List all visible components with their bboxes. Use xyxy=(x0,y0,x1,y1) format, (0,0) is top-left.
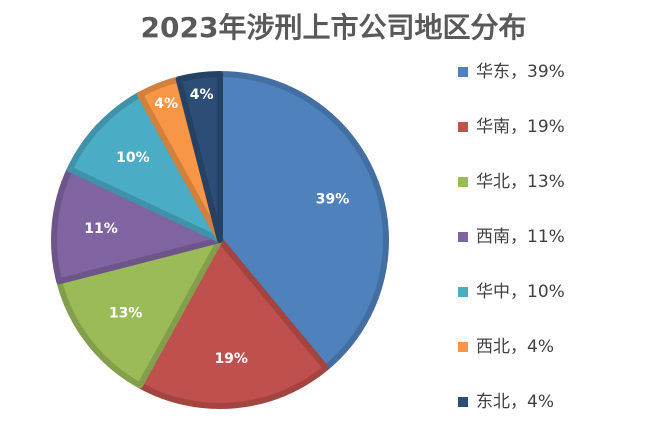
legend-swatch xyxy=(458,397,468,407)
data-label-6: 4% xyxy=(154,96,178,112)
legend-label: 西北，4% xyxy=(476,337,554,357)
legend-swatch xyxy=(458,342,468,352)
data-label-7: 4% xyxy=(190,87,214,103)
data-label-4: 11% xyxy=(84,221,118,237)
legend-swatch xyxy=(458,287,468,297)
data-label-1: 39% xyxy=(316,192,350,208)
legend-label: 西南，11% xyxy=(476,227,565,247)
chart-title: 2023年涉刑上市公司地区分布 xyxy=(140,11,527,44)
pie-slices xyxy=(51,71,389,410)
pie-data-labels: 39% 19% 13% 11% 10% 4% 4% xyxy=(84,87,349,367)
legend-swatch xyxy=(458,67,468,77)
legend-swatch xyxy=(458,122,468,132)
data-label-3: 13% xyxy=(109,305,143,321)
legend-label: 华北，13% xyxy=(476,172,565,192)
pie-slice-7 xyxy=(175,71,223,243)
legend-label: 东北，4% xyxy=(476,392,554,412)
pie-slice-5 xyxy=(66,91,223,243)
legend-swatch xyxy=(458,177,468,187)
legend-label: 华东，39% xyxy=(476,62,565,82)
pie-slice-1 xyxy=(217,71,389,371)
pie-slice-4 xyxy=(51,166,223,285)
data-label-2: 19% xyxy=(214,351,248,367)
legend-swatch xyxy=(458,232,468,242)
data-label-5: 10% xyxy=(116,150,150,166)
pie-slice-2 xyxy=(137,237,329,410)
pie-slice-3 xyxy=(56,237,223,389)
legend-label: 华南，19% xyxy=(476,117,565,137)
legend-label: 华中，10% xyxy=(476,282,565,302)
